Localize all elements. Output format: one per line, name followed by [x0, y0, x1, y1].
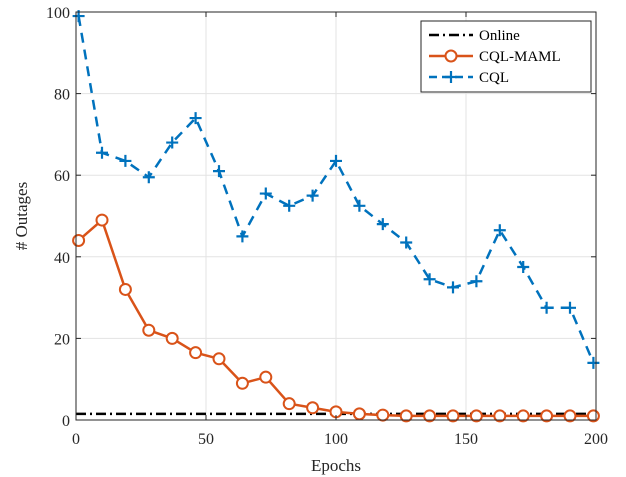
legend-item-online: Online [429, 28, 520, 44]
data-point-cql-maml [376, 408, 390, 422]
data-point-cql-maml [540, 409, 554, 423]
x-tick-label: 200 [584, 431, 608, 448]
data-point-cql [236, 230, 249, 243]
y-tick-label: 100 [46, 5, 70, 22]
data-point-cql-maml [118, 282, 132, 296]
data-point-cql [423, 273, 436, 286]
y-tick-label: 80 [54, 87, 70, 104]
x-tick-label: 100 [324, 431, 348, 448]
legend-marker-cql [445, 71, 457, 83]
data-point-cql-maml [165, 331, 179, 345]
y-tick-label: 60 [54, 168, 70, 185]
legend-item-cql-maml: CQL-MAML [429, 49, 561, 65]
legend: Online CQL-MAML CQL [420, 20, 592, 93]
y-tick-label: 40 [54, 250, 70, 267]
legend-label-cql-maml: CQL-MAML [479, 49, 561, 65]
y-axis-label: # Outages [12, 182, 31, 250]
data-point-cql [189, 112, 202, 125]
data-point-cql [470, 275, 483, 288]
data-point-cql-maml [189, 346, 203, 360]
y-tick-label: 20 [54, 331, 70, 348]
data-point-cql [259, 187, 272, 200]
tick-labels: 0 50 100 150 200 0 20 40 60 80 100 [46, 5, 608, 448]
data-point-cql [213, 165, 225, 178]
data-point-cql-maml [352, 407, 366, 421]
data-point-cql-maml [235, 376, 249, 390]
data-point-cql [166, 136, 179, 149]
legend-label-online: Online [479, 28, 520, 44]
y-tick-label: 0 [62, 413, 70, 430]
data-point-cql-maml [446, 409, 460, 423]
x-tick-label: 50 [198, 431, 214, 448]
data-point-cql [306, 189, 319, 202]
data-point-cql-maml [423, 409, 437, 423]
data-point-cql-maml [493, 409, 507, 423]
data-point-cql [447, 281, 459, 294]
data-point-cql-maml [212, 352, 226, 366]
data-point-cql [493, 224, 506, 237]
data-point-cql-maml [306, 401, 320, 415]
legend-label-cql: CQL [479, 70, 509, 86]
ticks [75, 11, 597, 421]
data-point-cql-maml [259, 370, 273, 384]
data-point-cql [96, 146, 108, 159]
data-point-cql [517, 261, 530, 273]
data-point-cql [587, 356, 600, 369]
data-point-cql [330, 154, 342, 167]
data-point-cql [119, 154, 132, 167]
data-point-cql [540, 301, 553, 314]
data-point-cql [353, 199, 366, 212]
series-cql [72, 10, 600, 369]
x-tick-label: 0 [72, 431, 80, 448]
data-point-cql-maml [563, 409, 577, 423]
data-point-cql-maml [516, 409, 530, 423]
data-point-cql-maml [469, 409, 483, 423]
data-point-cql [142, 171, 155, 184]
data-point-cql [376, 218, 389, 231]
data-point-cql-maml [399, 409, 413, 423]
data-point-cql [400, 236, 413, 249]
series-layer [72, 10, 600, 423]
data-point-cql [283, 199, 296, 212]
data-point-cql [564, 301, 576, 314]
x-tick-label: 150 [454, 431, 478, 448]
legend-marker-cql-maml [444, 49, 458, 63]
data-point-cql-maml [282, 397, 296, 411]
series-cql-maml [72, 213, 600, 423]
data-point-cql-maml [95, 213, 109, 227]
legend-item-cql: CQL [429, 70, 509, 86]
data-point-cql-maml [72, 233, 86, 247]
x-axis-label: Epochs [311, 456, 361, 475]
data-point-cql-maml [142, 323, 156, 337]
